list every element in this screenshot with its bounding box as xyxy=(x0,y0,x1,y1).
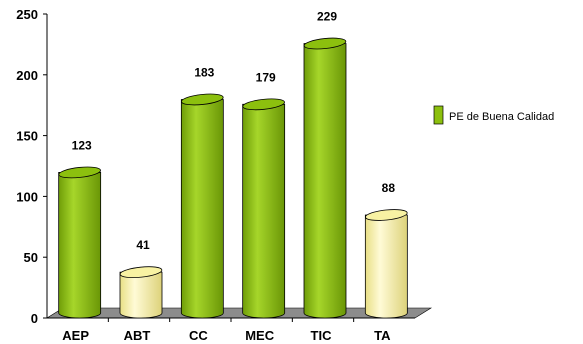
bar-tic xyxy=(303,37,347,319)
x-category-label: AEP xyxy=(62,328,89,343)
data-label: 179 xyxy=(256,70,276,84)
y-tick-label: 50 xyxy=(24,250,38,265)
x-category-label: TIC xyxy=(311,328,333,343)
data-label: 123 xyxy=(72,138,92,152)
y-tick-label: 100 xyxy=(16,189,38,204)
bar-mec xyxy=(242,98,286,319)
x-category-label: MEC xyxy=(245,328,275,343)
bar-cc xyxy=(180,93,224,319)
legend-label: PE de Buena Calidad xyxy=(449,111,554,123)
y-tick-label: 200 xyxy=(16,68,38,83)
legend-swatch xyxy=(433,105,444,125)
bar-ta xyxy=(364,209,408,319)
x-category-label: TA xyxy=(374,328,391,343)
legend: PE de Buena Calidad xyxy=(433,105,554,125)
x-category-label: CC xyxy=(189,328,208,343)
y-tick-label: 150 xyxy=(16,129,38,144)
y-tick-label: 0 xyxy=(31,311,38,326)
y-tick-label: 250 xyxy=(16,7,38,22)
bar-aep xyxy=(58,166,102,319)
x-category-label: ABT xyxy=(124,328,151,343)
data-label: 41 xyxy=(136,238,150,252)
bar-abt xyxy=(119,266,163,319)
data-label: 229 xyxy=(317,10,337,24)
data-label: 88 xyxy=(382,181,396,195)
data-label: 183 xyxy=(194,65,214,79)
